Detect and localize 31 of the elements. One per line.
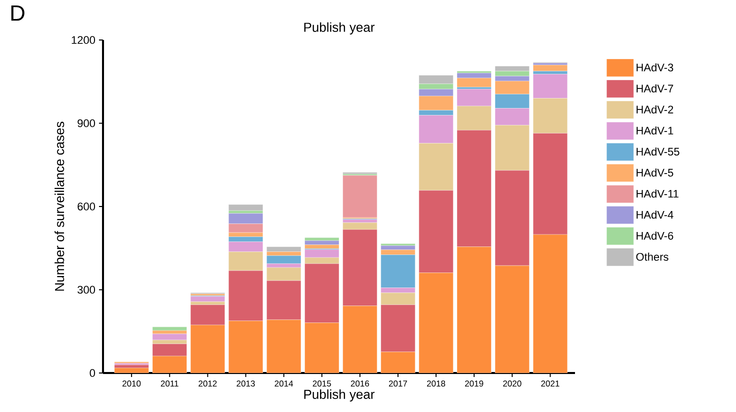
legend-label: HAdV-3 — [636, 63, 674, 72]
x-tick-label: 2018 — [427, 380, 446, 387]
x-tick-label: 2012 — [198, 380, 217, 387]
y-tick-label: 900 — [78, 119, 96, 128]
x-tick-label: 2020 — [503, 380, 522, 387]
x-tick-label: 2019 — [465, 380, 484, 387]
x-tick-label: 2010 — [122, 380, 141, 387]
x-tick-label: 2013 — [236, 380, 255, 387]
y-tick-label: 0 — [90, 369, 96, 377]
x-tick-label: 2014 — [274, 380, 294, 387]
legend-label: HAdV-7 — [636, 84, 674, 92]
y-tick-label: 1200 — [72, 36, 96, 44]
y-tick-label: 300 — [78, 286, 96, 294]
legend-label: HAdV-6 — [636, 232, 674, 240]
text: D — [11, 6, 24, 21]
x-tick-label: 2017 — [388, 380, 408, 387]
legend-label: Others — [636, 252, 668, 261]
x-axis-title: Publish year — [304, 389, 375, 402]
x-tick-label: 2016 — [350, 380, 370, 387]
x-tick-label: 2015 — [312, 380, 331, 387]
legend-label: HAdV-4 — [636, 210, 674, 219]
y-tick-label: 600 — [78, 202, 96, 210]
legend-label: HAdV-2 — [636, 105, 674, 114]
chart-title: Publish year — [304, 22, 375, 34]
legend-label: HAdV-11 — [636, 190, 678, 198]
legend-label: HAdV-55 — [636, 147, 680, 156]
legend-label: HAdV-1 — [636, 126, 674, 135]
x-tick-label: 2011 — [160, 380, 178, 387]
x-tick-label: 2021 — [541, 380, 560, 387]
y-axis-title: Number of surveillance cases — [54, 122, 64, 291]
legend-label: HAdV-5 — [636, 168, 674, 177]
